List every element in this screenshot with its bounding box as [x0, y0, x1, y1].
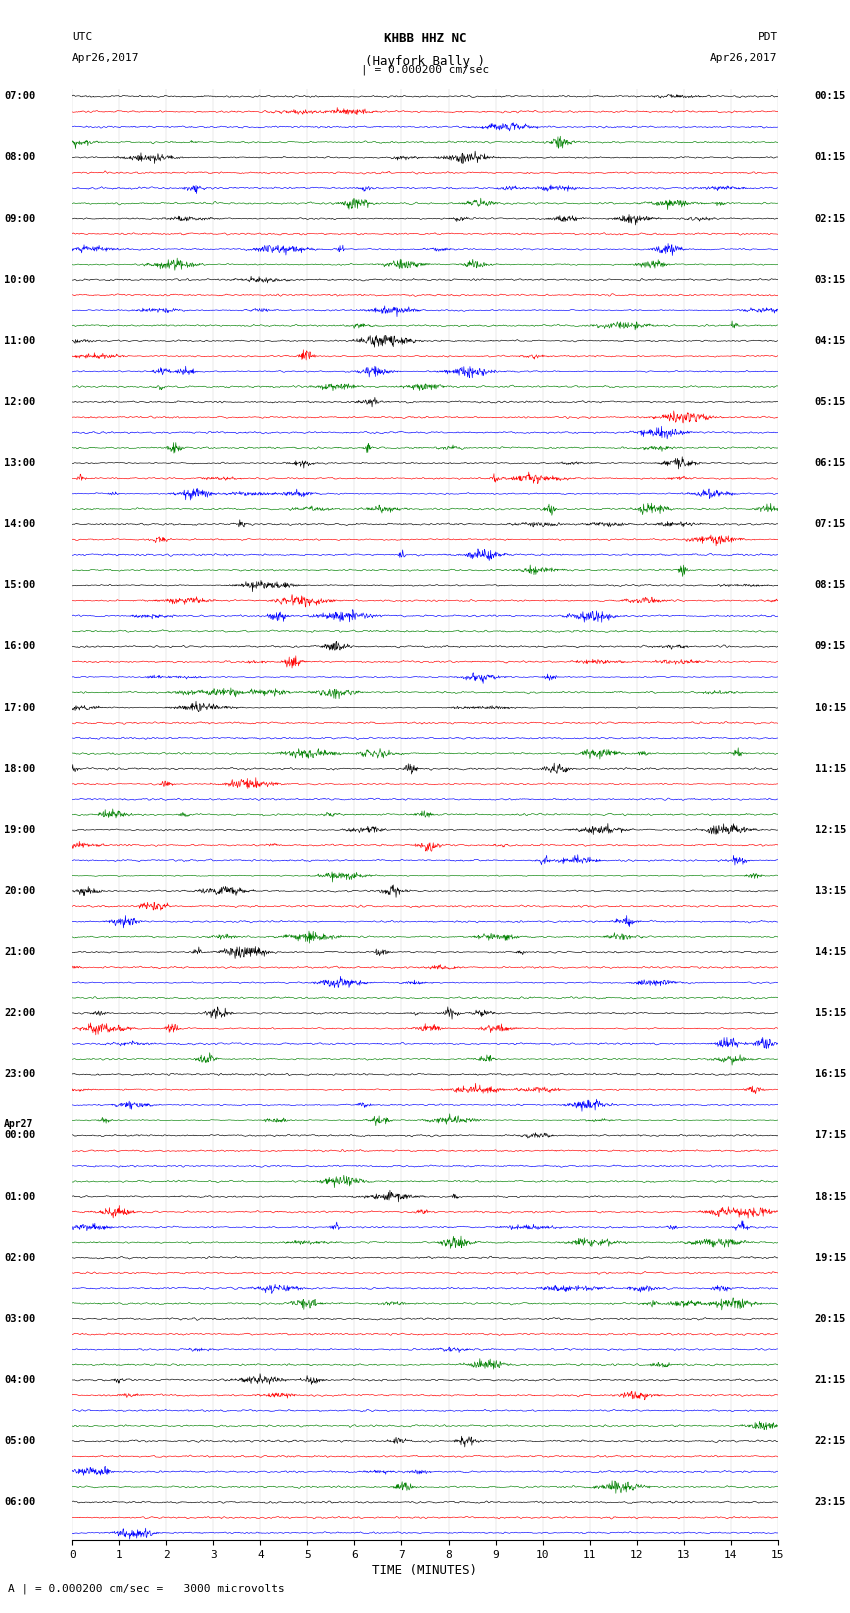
Text: 15:15: 15:15 — [814, 1008, 846, 1018]
Text: Apr26,2017: Apr26,2017 — [72, 53, 139, 63]
Text: 05:00: 05:00 — [4, 1436, 36, 1447]
Text: 00:00: 00:00 — [4, 1131, 36, 1140]
Text: 03:00: 03:00 — [4, 1315, 36, 1324]
Text: 18:00: 18:00 — [4, 763, 36, 774]
Text: 04:00: 04:00 — [4, 1374, 36, 1386]
Text: KHBB HHZ NC: KHBB HHZ NC — [383, 32, 467, 45]
Text: 19:15: 19:15 — [814, 1253, 846, 1263]
Text: 23:00: 23:00 — [4, 1069, 36, 1079]
Text: 16:00: 16:00 — [4, 642, 36, 652]
Text: 10:00: 10:00 — [4, 274, 36, 286]
Text: 11:00: 11:00 — [4, 336, 36, 345]
Text: 03:15: 03:15 — [814, 274, 846, 286]
Text: 10:15: 10:15 — [814, 703, 846, 713]
Text: 02:00: 02:00 — [4, 1253, 36, 1263]
Text: Apr26,2017: Apr26,2017 — [711, 53, 778, 63]
Text: 17:00: 17:00 — [4, 703, 36, 713]
Text: 18:15: 18:15 — [814, 1192, 846, 1202]
Text: 23:15: 23:15 — [814, 1497, 846, 1507]
Text: 04:15: 04:15 — [814, 336, 846, 345]
X-axis label: TIME (MINUTES): TIME (MINUTES) — [372, 1565, 478, 1578]
Text: PDT: PDT — [757, 32, 778, 42]
Text: 13:00: 13:00 — [4, 458, 36, 468]
Text: 01:15: 01:15 — [814, 153, 846, 163]
Text: 00:15: 00:15 — [814, 92, 846, 102]
Text: 14:15: 14:15 — [814, 947, 846, 957]
Text: A | = 0.000200 cm/sec =   3000 microvolts: A | = 0.000200 cm/sec = 3000 microvolts — [8, 1584, 286, 1594]
Text: (Hayfork Bally ): (Hayfork Bally ) — [365, 55, 485, 68]
Text: 22:00: 22:00 — [4, 1008, 36, 1018]
Text: 01:00: 01:00 — [4, 1192, 36, 1202]
Text: 20:15: 20:15 — [814, 1315, 846, 1324]
Text: 08:00: 08:00 — [4, 153, 36, 163]
Text: 12:00: 12:00 — [4, 397, 36, 406]
Text: 11:15: 11:15 — [814, 763, 846, 774]
Text: 12:15: 12:15 — [814, 824, 846, 836]
Text: 16:15: 16:15 — [814, 1069, 846, 1079]
Text: 07:15: 07:15 — [814, 519, 846, 529]
Text: 08:15: 08:15 — [814, 581, 846, 590]
Text: 06:15: 06:15 — [814, 458, 846, 468]
Text: 14:00: 14:00 — [4, 519, 36, 529]
Text: Apr27: Apr27 — [4, 1119, 34, 1129]
Text: 05:15: 05:15 — [814, 397, 846, 406]
Text: 02:15: 02:15 — [814, 213, 846, 224]
Text: 17:15: 17:15 — [814, 1131, 846, 1140]
Text: 21:00: 21:00 — [4, 947, 36, 957]
Text: 09:00: 09:00 — [4, 213, 36, 224]
Text: | = 0.000200 cm/sec: | = 0.000200 cm/sec — [361, 65, 489, 76]
Text: 21:15: 21:15 — [814, 1374, 846, 1386]
Text: 22:15: 22:15 — [814, 1436, 846, 1447]
Text: 20:00: 20:00 — [4, 886, 36, 895]
Text: 09:15: 09:15 — [814, 642, 846, 652]
Text: 15:00: 15:00 — [4, 581, 36, 590]
Text: 07:00: 07:00 — [4, 92, 36, 102]
Text: 19:00: 19:00 — [4, 824, 36, 836]
Text: 13:15: 13:15 — [814, 886, 846, 895]
Text: UTC: UTC — [72, 32, 93, 42]
Text: 06:00: 06:00 — [4, 1497, 36, 1507]
